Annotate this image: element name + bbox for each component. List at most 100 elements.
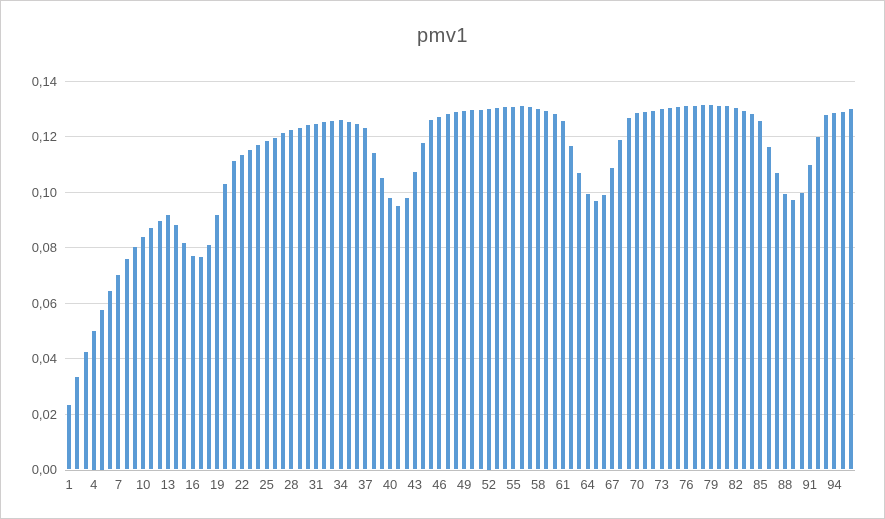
bar: [643, 111, 648, 470]
bar: [67, 405, 72, 470]
x-tick-label: 79: [703, 477, 719, 492]
gridline: [65, 247, 855, 248]
bar: [791, 200, 796, 470]
x-tick-label: 40: [382, 477, 398, 492]
bar: [108, 290, 113, 470]
bar: [388, 198, 393, 470]
bar: [511, 106, 516, 470]
bar: [371, 153, 376, 470]
x-tick-label: 70: [629, 477, 645, 492]
bar: [248, 149, 253, 470]
bar: [717, 105, 722, 470]
bar: [725, 106, 730, 470]
bar: [552, 114, 557, 470]
x-tick-label: 52: [481, 477, 497, 492]
bar: [272, 137, 277, 470]
bar: [412, 171, 417, 470]
x-tick-label: 94: [827, 477, 842, 492]
y-tick-label: 0,10: [31, 184, 57, 200]
bar: [684, 106, 689, 470]
bar: [750, 114, 755, 470]
x-tick-label: 1: [65, 477, 73, 492]
x-tick-label: 67: [605, 477, 620, 492]
bar: [83, 352, 88, 470]
y-tick-label: 0,14: [31, 73, 57, 89]
x-tick-label: 31: [308, 477, 324, 492]
bar: [141, 236, 146, 470]
bar: [289, 130, 294, 470]
bar: [733, 108, 738, 470]
bar: [807, 164, 812, 470]
bar: [626, 117, 631, 470]
bar: [338, 120, 343, 470]
bar: [815, 136, 820, 470]
y-tick-label: 0,06: [31, 295, 57, 311]
x-axis-line: [65, 469, 855, 471]
bar: [445, 114, 450, 470]
bar: [470, 110, 475, 470]
bar: [536, 109, 541, 470]
x-tick-label: 37: [358, 477, 373, 492]
bar: [420, 142, 425, 470]
bar: [256, 145, 261, 470]
bar: [190, 256, 195, 470]
bar: [182, 243, 187, 470]
bar: [708, 105, 713, 470]
x-tick-label: 49: [456, 477, 472, 492]
gridline: [65, 413, 855, 415]
bar: [610, 168, 615, 470]
bar: [585, 193, 590, 470]
gridline: [65, 136, 855, 137]
bar: [593, 200, 598, 470]
x-tick-label: 19: [210, 477, 225, 492]
x-tick-label: 85: [753, 477, 768, 492]
bar: [478, 109, 483, 470]
x-tick-label: 7: [114, 477, 123, 492]
bar: [495, 107, 500, 470]
gridline: [65, 358, 855, 359]
x-tick-label: 25: [259, 477, 274, 492]
bar: [503, 107, 508, 470]
bar: [100, 309, 105, 470]
bar: [437, 116, 442, 470]
bar: [783, 193, 788, 470]
bar: [223, 183, 228, 470]
x-tick-label: 73: [654, 477, 669, 492]
bar: [676, 107, 681, 470]
y-tick-label: 0,04: [31, 351, 57, 366]
x-tick-label: 4: [90, 477, 98, 492]
bar: [239, 154, 244, 470]
bar: [618, 140, 623, 470]
bar: [116, 274, 121, 470]
bar: [124, 258, 129, 470]
bar: [848, 109, 853, 470]
bar: [396, 205, 401, 470]
bar: [363, 128, 368, 470]
bar: [330, 120, 335, 470]
bar: [774, 173, 779, 470]
bar: [700, 105, 705, 470]
x-tick-label: 22: [234, 477, 250, 492]
bar: [544, 111, 549, 470]
bar: [157, 220, 162, 470]
bar: [602, 194, 606, 470]
bar: [569, 146, 574, 470]
bar: [91, 330, 96, 470]
bar: [149, 228, 154, 470]
bar: [215, 215, 220, 470]
bar: [651, 110, 656, 470]
bar: [741, 110, 746, 470]
bar: [519, 105, 524, 470]
x-tick-label: 34: [333, 477, 348, 492]
bar: [453, 112, 458, 470]
bar: [305, 125, 310, 470]
bar: [577, 172, 582, 470]
gridline: [65, 302, 855, 304]
bar: [264, 140, 269, 470]
bar: [75, 376, 80, 470]
y-tick-label: 0,12: [31, 129, 57, 144]
gridline: [65, 80, 855, 82]
x-tick-label: 82: [728, 477, 743, 492]
